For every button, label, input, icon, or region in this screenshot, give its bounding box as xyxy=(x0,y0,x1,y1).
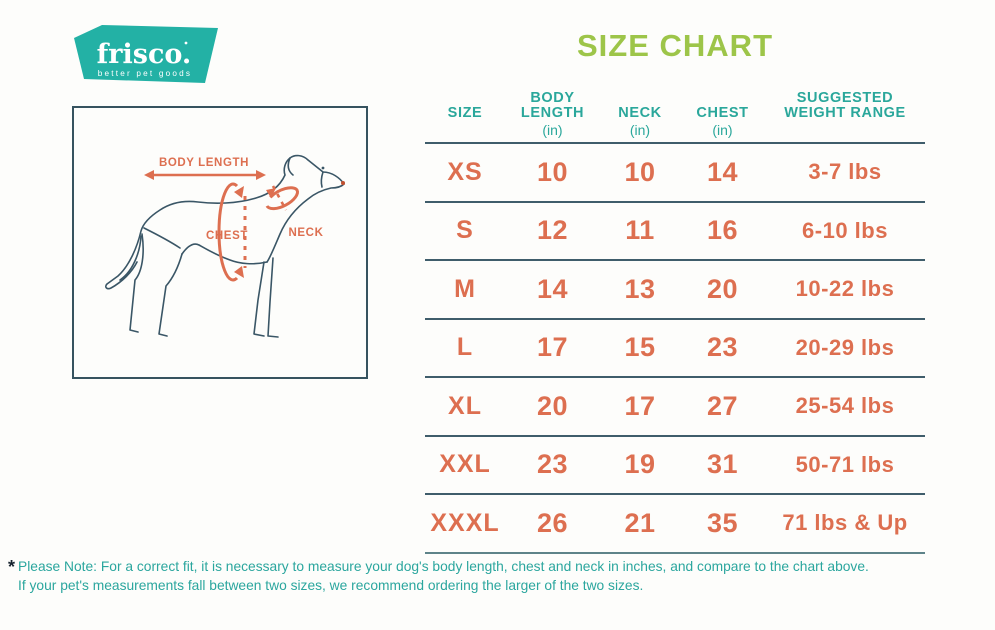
table-cell: 15 xyxy=(624,332,656,363)
table-cell: 13 xyxy=(624,273,656,304)
logo-banner-shape xyxy=(74,25,218,83)
table-cell: XXL xyxy=(439,450,491,479)
page-title: SIZE CHART xyxy=(577,28,773,63)
table-cell: 21 xyxy=(624,507,656,538)
footnote: * Please Note: For a correct fit, it is … xyxy=(8,558,986,595)
table-row: XL 20 17 27 25-54 lbs xyxy=(425,378,925,437)
table-cell: M xyxy=(454,274,476,303)
table-cell: 31 xyxy=(706,449,739,480)
table-cell: 3-7 lbs xyxy=(808,159,882,185)
table-header-row: SIZE BODY LENGTH (in) NECK (in) CHEST (in) SUGG… xyxy=(425,84,925,140)
table-cell: 20 xyxy=(706,273,739,304)
table-row: S 12 11 16 6-10 lbs xyxy=(425,203,925,261)
logo-wordmark: frisco. xyxy=(97,39,192,70)
table-cell: 26 xyxy=(536,507,569,538)
table-cell: L xyxy=(456,333,474,362)
table-row: M 14 13 20 10-22 lbs xyxy=(425,261,925,320)
table-cell: 10 xyxy=(536,156,569,187)
table-cell: 17 xyxy=(624,390,656,421)
dog-nose xyxy=(341,181,345,185)
column-header-unit: (in) xyxy=(629,122,651,138)
table-cell: 10 xyxy=(624,156,656,187)
table-cell: 23 xyxy=(536,449,569,480)
neck-arrow-icon xyxy=(266,188,276,198)
column-header: CHEST (in) xyxy=(680,106,765,140)
table-cell: 14 xyxy=(706,156,739,187)
table-row: XXXL 26 21 35 71 lbs & Up xyxy=(425,495,925,552)
column-header: BODY LENGTH (in) xyxy=(505,91,600,140)
table-cell: 16 xyxy=(706,215,739,246)
chest-arrow-bottom-icon xyxy=(234,266,244,278)
footnote-line-2: If your pet's measurements fall between … xyxy=(18,577,644,593)
table-cell: 27 xyxy=(706,390,739,421)
logo-tagline: better pet goods xyxy=(98,69,192,78)
column-header: SIZE xyxy=(425,106,505,140)
chest-label: CHEST xyxy=(206,230,248,242)
body-length-label: BODY LENGTH xyxy=(159,157,249,169)
column-header-label: NECK xyxy=(618,105,662,121)
dog-diagram-svg: BODY LENGTH CHEST NECK xyxy=(105,154,345,338)
dog-eye xyxy=(321,166,325,170)
column-header-unit: (in) xyxy=(542,122,563,138)
table-cell: 12 xyxy=(536,215,569,246)
table-cell: 6-10 lbs xyxy=(802,217,888,243)
footnote-line-1: Please Note: For a correct fit, it is ne… xyxy=(18,559,869,574)
column-header-unit: (in) xyxy=(712,122,733,138)
table-cell: 35 xyxy=(706,507,739,538)
frisco-logo: frisco. better pet goods xyxy=(74,25,218,83)
neck-ellipse xyxy=(265,186,299,211)
table-cell: XS xyxy=(447,157,483,186)
table-cell: S xyxy=(456,216,474,245)
logo-trademark-dot xyxy=(184,41,188,45)
table-cell: 14 xyxy=(536,273,569,304)
size-table-body: XS 10 10 14 3-7 lbs S 12 11 16 6-10 lbs M 14 13 20 10-… xyxy=(425,142,925,554)
table-cell: XL xyxy=(448,391,482,420)
table-cell: 25-54 lbs xyxy=(795,393,895,419)
chest-arrow-top-icon xyxy=(234,186,244,198)
arrowhead-right-icon xyxy=(256,170,266,180)
arrowhead-left-icon xyxy=(144,170,154,180)
column-header-label: SIZE xyxy=(447,105,483,121)
table-cell: 17 xyxy=(536,332,569,363)
table-cell: 20-29 lbs xyxy=(795,334,895,360)
neck-label: NECK xyxy=(289,227,324,239)
table-cell: 19 xyxy=(624,449,656,480)
table-cell: 11 xyxy=(625,215,655,246)
table-cell: 71 lbs & Up xyxy=(782,510,908,536)
measurement-annotations: BODY LENGTH CHEST NECK xyxy=(144,157,324,282)
table-cell: 23 xyxy=(706,332,739,363)
table-cell: XXXL xyxy=(430,508,500,537)
column-header: SUGGESTED WEIGHT RANGE xyxy=(765,91,925,140)
size-chart-table: SIZE BODY LENGTH (in) NECK (in) CHEST (in) SUGG… xyxy=(425,84,925,554)
footnote-text: Please Note: For a correct fit, it is ne… xyxy=(18,558,869,595)
chest-ellipse xyxy=(217,182,239,282)
asterisk-marker: * xyxy=(8,557,16,577)
column-header-label: BODY LENGTH xyxy=(520,90,585,121)
table-cell: 50-71 lbs xyxy=(795,451,895,477)
dog-diagram: BODY LENGTH CHEST NECK xyxy=(72,106,368,379)
dog-outline xyxy=(105,154,345,338)
table-cell: 10-22 lbs xyxy=(795,276,895,302)
table-cell: 20 xyxy=(536,390,569,421)
column-header-label: SUGGESTED WEIGHT RANGE xyxy=(784,90,906,121)
column-header-label: CHEST xyxy=(696,105,749,121)
table-row: XS 10 10 14 3-7 lbs xyxy=(425,144,925,203)
column-header: NECK (in) xyxy=(600,106,680,140)
table-row: XXL 23 19 31 50-71 lbs xyxy=(425,437,925,495)
table-row: L 17 15 23 20-29 lbs xyxy=(425,320,925,378)
